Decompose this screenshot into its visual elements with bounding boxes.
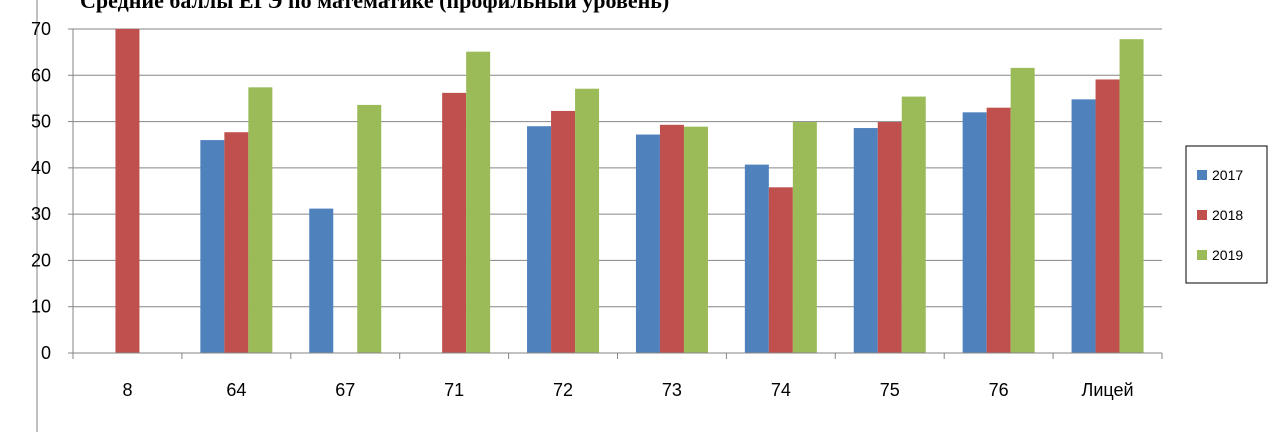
bar-2018-64	[224, 132, 249, 353]
bar-2018-74	[768, 187, 793, 353]
legend-label-2019: 2019	[1212, 247, 1243, 263]
legend-swatch-2017	[1197, 170, 1207, 180]
bar-2019-67	[357, 104, 382, 353]
legend-swatch-2019	[1197, 250, 1207, 260]
x-tick-label: 67	[335, 380, 355, 400]
x-tick-label: 73	[662, 380, 682, 400]
legend-swatch-2018	[1197, 210, 1207, 220]
x-tick-label: Лицей	[1082, 380, 1134, 400]
bar-2017-75	[853, 128, 878, 353]
legend-label-2017: 2017	[1212, 167, 1243, 183]
axes	[68, 29, 1163, 359]
y-tick-label: 30	[31, 204, 51, 224]
bar-2019-64	[248, 87, 273, 353]
legend: 2017 2018 2019	[1185, 145, 1268, 284]
x-tick-label: 75	[880, 380, 900, 400]
bar-2017-72	[527, 126, 552, 353]
bar-2019-74	[792, 122, 817, 353]
bar-2017-76	[962, 112, 987, 353]
x-tick-label: 64	[226, 380, 246, 400]
bar-2018-71	[442, 92, 467, 354]
y-tick-label: 70	[31, 19, 51, 39]
chart-title: Средние баллы ЕГЭ по математике (профиль…	[80, 0, 669, 13]
bar-2019-73	[683, 126, 708, 353]
x-tick-label: 74	[771, 380, 791, 400]
y-axis-tick-labels: 0 10 20 30 40 50 60 70	[31, 19, 51, 363]
bar-2019-76	[1010, 67, 1035, 353]
y-tick-label: 0	[41, 343, 51, 363]
bar-2017-Лицей	[1071, 99, 1096, 354]
bar-2017-73	[635, 134, 660, 353]
bar-2017-67	[309, 208, 334, 353]
x-axis-tick-labels: 8 64 67 71 72 73 74 75 76 Лицей	[122, 380, 1133, 400]
bar-2019-71	[466, 51, 491, 354]
x-tick-label: 72	[553, 380, 573, 400]
bar-2017-74	[744, 164, 769, 353]
legend-label-2018: 2018	[1212, 207, 1243, 223]
bar-2019-75	[901, 96, 926, 353]
x-tick-label: 76	[989, 380, 1009, 400]
y-tick-label: 60	[31, 65, 51, 85]
x-tick-label: 71	[444, 380, 464, 400]
bar-2018-73	[659, 124, 684, 353]
bar-2017-64	[200, 140, 225, 353]
bar-2018-Лицей	[1095, 79, 1120, 354]
y-tick-label: 10	[31, 297, 51, 317]
bar-2019-Лицей	[1119, 39, 1144, 353]
bar-2018-72	[551, 110, 576, 353]
bar-2018-75	[877, 122, 902, 353]
x-tick-label: 8	[122, 380, 132, 400]
bar-2018-8	[115, 29, 140, 353]
bar-2018-76	[986, 107, 1011, 353]
y-tick-label: 20	[31, 250, 51, 270]
y-tick-label: 50	[31, 112, 51, 132]
y-tick-label: 40	[31, 158, 51, 178]
bar-2019-72	[575, 88, 600, 354]
bars	[115, 29, 1144, 354]
